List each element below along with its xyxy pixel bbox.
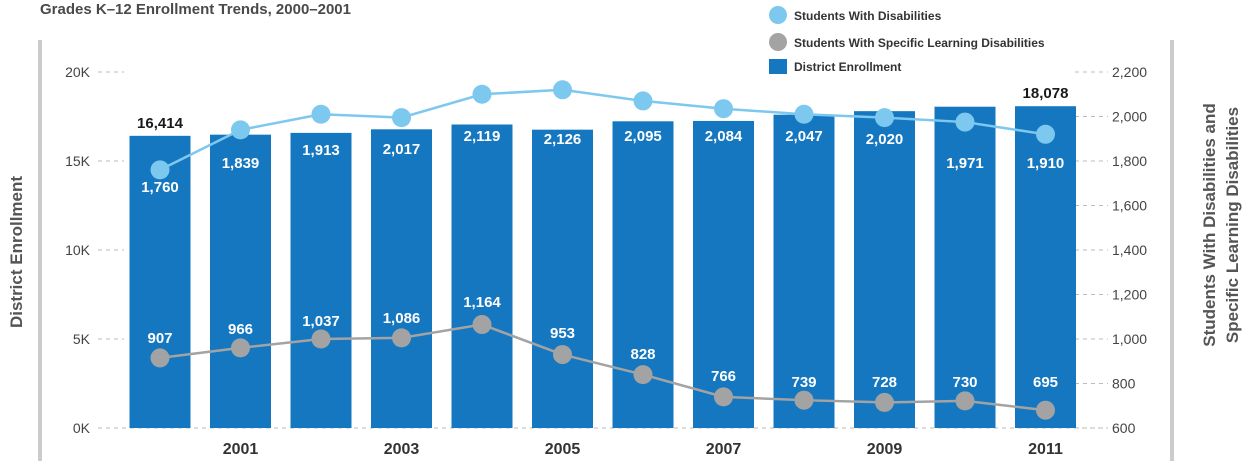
- right-axis-title-line1: Students With Disabilities and: [1200, 103, 1219, 347]
- point-swd: [553, 80, 572, 100]
- bar-district-enrollment: [934, 106, 996, 429]
- right-tick-label: 1,200: [1112, 287, 1147, 303]
- bar-district-enrollment: [1015, 106, 1076, 428]
- point-sld: [472, 315, 492, 335]
- bar-district-enrollment: [451, 124, 513, 428]
- point-label-sld: 907: [147, 330, 172, 347]
- point-label-sld: 1,086: [383, 310, 421, 327]
- point-sld: [231, 338, 250, 358]
- left-axis-title: District Enrollment: [7, 176, 26, 328]
- point-swd: [794, 104, 814, 124]
- bar-value-label: 16,414: [137, 115, 184, 132]
- left-tick-label: 0K: [73, 420, 91, 436]
- point-sld: [150, 348, 170, 368]
- point-label-swd: 1,910: [1027, 155, 1065, 172]
- left-tick-label: 5K: [73, 331, 91, 347]
- point-swd: [392, 108, 411, 128]
- point-swd: [472, 84, 492, 104]
- point-label-sld: 1,037: [302, 313, 340, 330]
- left-tick-label: 20K: [65, 64, 91, 80]
- right-tick-label: 1,600: [1112, 198, 1147, 214]
- point-label-sld: 766: [711, 368, 736, 385]
- right-tick-label: 1,000: [1112, 331, 1147, 347]
- right-tick-label: 2,200: [1112, 64, 1147, 80]
- point-swd: [955, 112, 975, 132]
- bar-district-enrollment: [290, 132, 352, 428]
- legend-swatch-sld: [769, 33, 787, 51]
- x-tick-label: 2005: [545, 441, 581, 458]
- point-label-sld: 1,164: [463, 294, 501, 311]
- bar-district-enrollment: [854, 111, 915, 428]
- point-sld: [553, 345, 572, 365]
- point-sld: [311, 329, 331, 349]
- right-tick-label: 1,800: [1112, 153, 1147, 169]
- point-label-sld: 953: [550, 325, 575, 342]
- point-swd: [633, 91, 653, 111]
- bar-district-enrollment: [129, 135, 191, 428]
- bars: 16,414 18,078: [129, 85, 1076, 429]
- right-tick-label: 1,400: [1112, 242, 1147, 258]
- point-label-sld: 828: [630, 346, 655, 363]
- point-sld: [392, 328, 411, 348]
- bar-district-enrollment: [210, 134, 271, 428]
- legend: Students With Disabilities Students With…: [769, 6, 1045, 74]
- x-tick-label: 2009: [867, 441, 903, 458]
- legend-label-enrollment: District Enrollment: [794, 60, 901, 74]
- x-tick-label: 2003: [384, 441, 420, 458]
- bar-district-enrollment: [693, 120, 754, 428]
- legend-swatch-enrollment: [769, 59, 787, 74]
- chart-title: Grades K–12 Enrollment Trends, 2000–2001: [40, 1, 351, 18]
- point-label-swd: 2,017: [383, 141, 421, 158]
- legend-label-swd: Students With Disabilities: [794, 9, 942, 23]
- point-sld: [1036, 400, 1055, 420]
- right-tick-label: 800: [1112, 376, 1136, 392]
- point-sld: [955, 391, 975, 411]
- point-swd: [875, 108, 894, 128]
- point-sld: [875, 392, 894, 412]
- point-label-swd: 1,913: [302, 142, 340, 159]
- x-tick-label: 2011: [1028, 441, 1063, 458]
- point-label-swd: 2,084: [705, 128, 743, 145]
- point-swd: [311, 104, 331, 124]
- point-label-swd: 2,126: [544, 131, 582, 148]
- point-label-sld: 966: [228, 321, 253, 338]
- point-sld: [794, 390, 814, 410]
- bar-district-enrollment: [532, 129, 593, 428]
- point-label-sld: 739: [791, 374, 816, 391]
- point-label-swd: 1,760: [141, 179, 179, 196]
- x-tick-label: 2001: [223, 441, 259, 458]
- x-axis-ticks: 2001 2003 2005 2007 2009 2011: [223, 441, 1063, 458]
- point-label-swd: 2,020: [866, 131, 904, 148]
- point-sld: [714, 387, 733, 407]
- point-label-swd: 1,971: [946, 155, 984, 172]
- point-sld: [633, 365, 653, 385]
- right-tick-label: 2,000: [1112, 109, 1147, 125]
- point-label-sld: 728: [872, 374, 897, 391]
- right-axis-title-line2: Specific Learning Disabilities: [1223, 107, 1242, 343]
- point-label-swd: 1,839: [222, 155, 260, 172]
- point-label-swd: 2,095: [624, 128, 662, 145]
- point-label-sld: 730: [952, 374, 977, 391]
- point-swd: [150, 160, 170, 180]
- legend-swatch-swd: [769, 6, 787, 24]
- point-label-swd: 2,047: [785, 128, 823, 145]
- point-label-swd: 2,119: [464, 128, 501, 145]
- line-specific-learning-disabilities: [159, 323, 1046, 412]
- right-axis-ticks: 600 800 1,000 1,200 1,400 1,600 1,800 2,000 2,20…: [1075, 64, 1147, 436]
- bar-district-enrollment: [371, 129, 432, 429]
- point-swd: [231, 120, 250, 140]
- right-tick-label: 600: [1112, 420, 1136, 436]
- legend-label-sld: Students With Specific Learning Disabili…: [794, 36, 1045, 50]
- point-label-sld: 695: [1033, 374, 1058, 391]
- bar-value-label: 18,078: [1023, 85, 1069, 102]
- line-students-with-disabilities: [159, 88, 1046, 172]
- x-tick-label: 2007: [706, 441, 742, 458]
- bar-district-enrollment: [773, 114, 835, 428]
- point-swd: [1036, 124, 1055, 144]
- lines: 1,760 1,839 1,913 2,017 2,119 2,126 2,095 2,084…: [141, 80, 1065, 420]
- point-swd: [714, 99, 733, 119]
- left-tick-label: 10K: [65, 242, 91, 258]
- left-tick-label: 15K: [65, 153, 91, 169]
